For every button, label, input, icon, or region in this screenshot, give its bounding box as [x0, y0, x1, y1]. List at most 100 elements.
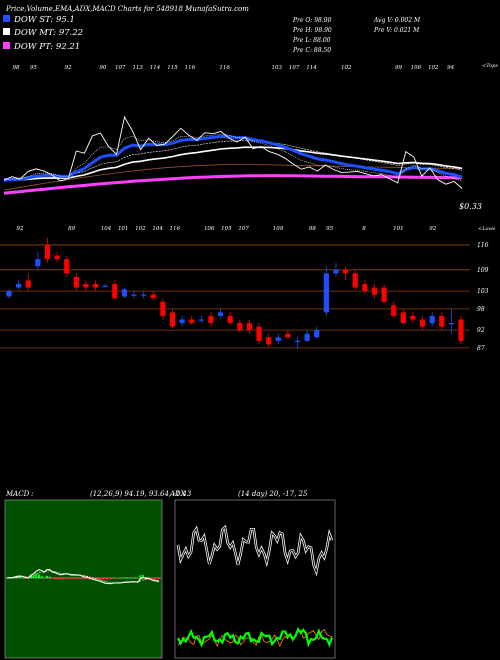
macd-histogram-bar: [96, 578, 99, 580]
legend-swatch-st: [3, 15, 10, 22]
macd-histogram-bar: [48, 576, 51, 578]
price-tick: 103: [477, 288, 489, 295]
top-label: 114: [306, 65, 317, 71]
price-tick: 116: [477, 242, 489, 249]
macd-histogram-bar: [54, 578, 56, 580]
candle-body: [160, 301, 166, 316]
bottom-label: 89: [68, 226, 75, 232]
macd-histogram-bar: [144, 576, 147, 578]
candle-body: [44, 244, 51, 260]
top-label: 115: [167, 65, 178, 71]
top-label: 102: [428, 65, 439, 71]
top-label: 92: [65, 65, 72, 71]
top-label: 106: [411, 65, 422, 71]
pre-low: Pre L: 88.00: [292, 37, 331, 44]
macd-histogram-bar: [72, 578, 75, 579]
avg-volume: Avg V: 0.002 M: [373, 17, 421, 24]
candle-body: [227, 315, 233, 324]
candle-body: [169, 312, 176, 327]
candle-body: [381, 287, 387, 302]
macd-histogram-bar: [139, 575, 142, 578]
macd-histogram-bar: [83, 578, 86, 580]
legend-pt: DOW PT: 92.21: [13, 42, 80, 52]
top-label: 116: [219, 65, 230, 71]
bottom-label: 8: [362, 226, 366, 232]
macd-histogram-bar: [59, 578, 62, 580]
price-gridlines: [0, 244, 470, 349]
candle-body: [131, 294, 137, 296]
top-label: 103: [272, 65, 283, 71]
top-label: 94: [447, 65, 454, 71]
macd-histogram-bar: [30, 576, 32, 578]
candle-body: [16, 284, 22, 288]
candle-body: [304, 333, 310, 341]
bottom-label: 104: [101, 226, 112, 232]
candle-body: [73, 276, 79, 288]
candle-body: [217, 312, 224, 316]
ema-st-line: [3, 134, 463, 182]
price-line: [3, 115, 463, 189]
candle-body: [275, 337, 281, 341]
ema-brown-line: [3, 164, 463, 191]
macd-histogram-bar: [80, 578, 83, 579]
candle-body: [83, 284, 89, 288]
macd-histogram-bar: [27, 578, 30, 579]
candle-body: [141, 294, 147, 296]
candle-body: [323, 273, 329, 313]
candle-body: [285, 333, 291, 338]
macd-histogram-bar: [136, 578, 139, 579]
bottom-label: 116: [170, 226, 181, 232]
chart-title: Price,Volume,EMA,ADX,MACD Charts for 548…: [5, 5, 249, 13]
macd-histogram-bar: [19, 577, 22, 578]
legend-swatch-pt: [3, 42, 10, 49]
candle-body: [391, 305, 397, 316]
pre-open: Pre O: 98.90: [292, 17, 332, 24]
candle-body: [35, 259, 41, 267]
top-labels: 98 95 92 90 107 113 114 115 116 116 103 107 114 102 99…: [13, 65, 455, 71]
top-label: 113: [132, 65, 143, 71]
bottom-label: 101: [118, 226, 129, 232]
macd-histogram-bar: [152, 578, 155, 580]
price-tick: 109: [477, 267, 489, 274]
ema-mt-line: [3, 146, 463, 181]
candle-body: [256, 326, 262, 341]
macd-histogram-bar: [110, 578, 112, 580]
candle-body: [121, 289, 128, 297]
macd-colon: :: [31, 490, 33, 498]
macd-histogram-bar: [40, 576, 43, 578]
legend-swatch-mt: [3, 28, 10, 35]
price-panel: 116 109 103 98 92 87: [0, 237, 489, 352]
bottom-label: 109: [273, 226, 284, 232]
top-label: 102: [341, 65, 352, 71]
candle-body: [150, 294, 156, 299]
adx-title: ADX: [169, 490, 187, 498]
macd-histogram-bar: [147, 577, 150, 578]
price-tick: 87: [477, 345, 485, 352]
candle-body: [54, 255, 60, 260]
bottom-label: 106: [204, 226, 215, 232]
candle-body: [352, 273, 358, 288]
candle-body: [419, 319, 426, 327]
candle-body: [208, 315, 214, 324]
lows-label: <Lows: [478, 226, 496, 232]
legend-mt: DOW MT: 97.22: [13, 28, 83, 38]
candle-body: [189, 319, 195, 324]
macd-histogram-bar: [115, 578, 118, 579]
macd-histogram-bar: [155, 578, 158, 580]
macd-histogram-bar: [32, 575, 35, 578]
macd-panel: MACD : (12,26,9) 94.19, 93.64, -1.43: [4, 490, 192, 659]
candle-body: [198, 319, 204, 321]
bottom-label: 105: [221, 226, 232, 232]
top-label: 98: [13, 65, 20, 71]
macd-histogram-bar: [62, 578, 64, 580]
top-label: 90: [99, 65, 106, 71]
macd-histogram-bar: [75, 578, 78, 579]
candle-body: [246, 323, 253, 331]
candle-body: [25, 280, 31, 288]
adx-frame: [174, 499, 336, 659]
macd-params: (12,26,9) 94.19, 93.64, -1.43: [90, 490, 192, 498]
macd-histogram-bar: [6, 578, 8, 579]
adx-di-plus-line: [177, 627, 334, 648]
bottom-label: 92: [17, 226, 24, 232]
top-label: 107: [289, 65, 300, 71]
